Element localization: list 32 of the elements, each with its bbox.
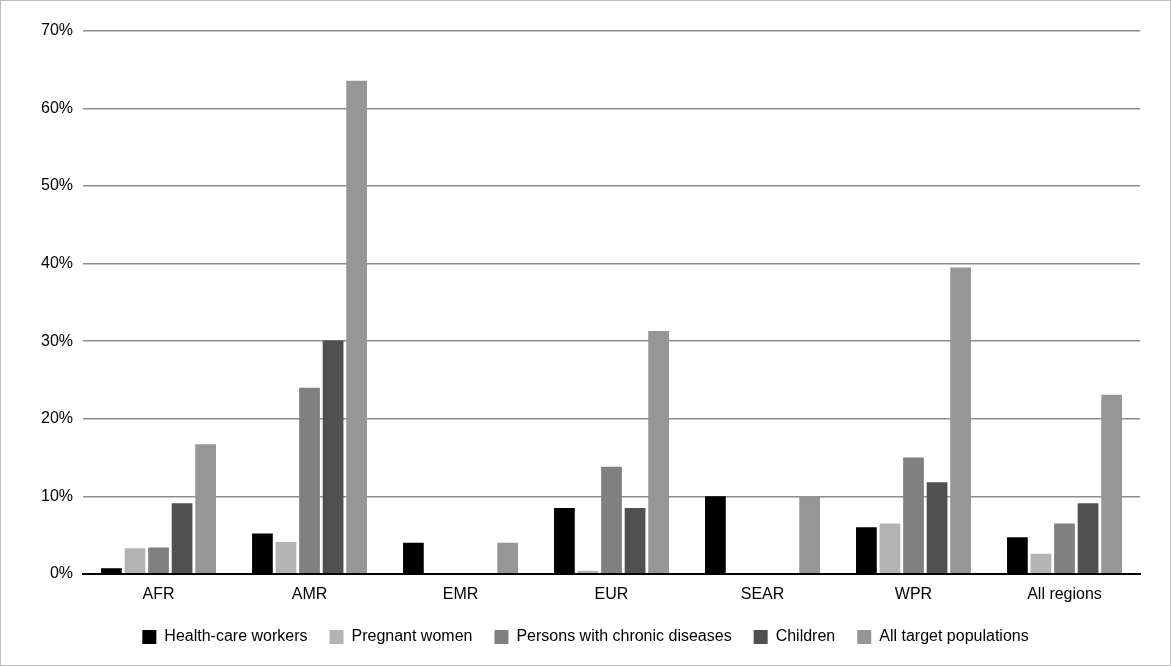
x-tick-label: WPR: [894, 584, 933, 602]
bar: [879, 523, 901, 574]
y-tick-label: 40%: [40, 254, 74, 272]
bar: [171, 503, 193, 574]
x-tick-label: SEAR: [740, 584, 785, 602]
y-tick-label: 70%: [40, 21, 74, 39]
y-tick-label: 30%: [40, 331, 74, 349]
bar: [1030, 553, 1052, 574]
x-tick-label: EUR: [594, 584, 629, 602]
legend-label: Health-care workers: [164, 627, 308, 645]
x-tick-label: AMR: [291, 584, 328, 602]
bar: [926, 482, 948, 574]
bar: [624, 507, 646, 574]
legend-label: Persons with chronic diseases: [516, 627, 732, 645]
x-tick-label: AFR: [142, 584, 175, 602]
y-tick-label: 10%: [40, 486, 74, 504]
bar: [322, 340, 344, 574]
bar: [124, 548, 146, 574]
y-tick-label: 0%: [49, 564, 74, 582]
bar: [497, 542, 518, 574]
legend-label: All target populations: [879, 627, 1029, 645]
y-tick-label: 20%: [40, 409, 74, 427]
bar: [275, 542, 297, 574]
x-tick-label: All regions: [1027, 584, 1102, 602]
legend-label: Pregnant women: [351, 627, 473, 645]
legend-label: Children: [775, 627, 836, 645]
x-tick-label: EMR: [442, 584, 479, 602]
bar: [1077, 503, 1099, 574]
bar: [148, 547, 169, 574]
y-tick-label: 50%: [40, 176, 74, 194]
bar: [1054, 523, 1075, 574]
y-tick-label: 60%: [40, 98, 74, 116]
